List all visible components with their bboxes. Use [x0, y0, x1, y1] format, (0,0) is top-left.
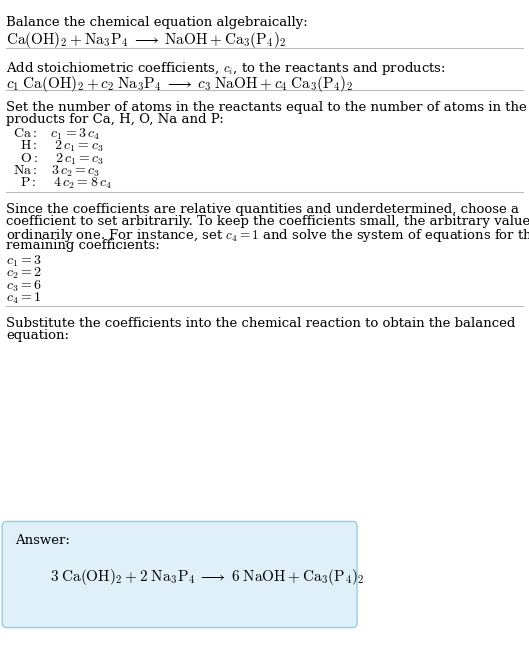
Text: products for Ca, H, O, Na and P:: products for Ca, H, O, Na and P:	[6, 113, 224, 126]
Text: $\mathrm{O:}\;\quad 2\,c_1 = c_3$: $\mathrm{O:}\;\quad 2\,c_1 = c_3$	[20, 151, 104, 167]
Text: Since the coefficients are relative quantities and underdetermined, choose a: Since the coefficients are relative quan…	[6, 203, 519, 215]
Text: $\mathrm{H:}\;\quad 2\,c_1 = c_3$: $\mathrm{H:}\;\quad 2\,c_1 = c_3$	[20, 139, 104, 155]
Text: coefficient to set arbitrarily. To keep the coefficients small, the arbitrary va: coefficient to set arbitrarily. To keep …	[6, 215, 529, 228]
FancyBboxPatch shape	[2, 521, 357, 628]
Text: $\mathrm{Ca(OH)_2 + Na_3P_4 \;\longrightarrow\; NaOH + Ca_3(P_4)_2}$: $\mathrm{Ca(OH)_2 + Na_3P_4 \;\longright…	[6, 30, 287, 50]
Text: $3\;\mathrm{Ca(OH)_2} + 2\;\mathrm{Na_3P_4} \;\longrightarrow\; 6\;\mathrm{NaOH}: $3\;\mathrm{Ca(OH)_2} + 2\;\mathrm{Na_3P…	[50, 567, 365, 587]
Text: $c_1\;\mathrm{Ca(OH)_2} + c_2\;\mathrm{Na_3P_4} \;\longrightarrow\; c_3\;\mathrm: $c_1\;\mathrm{Ca(OH)_2} + c_2\;\mathrm{N…	[6, 74, 353, 94]
Text: Substitute the coefficients into the chemical reaction to obtain the balanced: Substitute the coefficients into the che…	[6, 317, 516, 330]
Text: Set the number of atoms in the reactants equal to the number of atoms in the: Set the number of atoms in the reactants…	[6, 101, 527, 114]
Text: equation:: equation:	[6, 329, 69, 342]
Text: $\mathrm{Na:}\quad 3\,c_2 = c_3$: $\mathrm{Na:}\quad 3\,c_2 = c_3$	[13, 164, 101, 179]
Text: $c_4 = 1$: $c_4 = 1$	[6, 291, 42, 306]
Text: ordinarily one. For instance, set $c_4 = 1$ and solve the system of equations fo: ordinarily one. For instance, set $c_4 =…	[6, 227, 529, 244]
Text: remaining coefficients:: remaining coefficients:	[6, 239, 160, 252]
Text: $c_2 = 2$: $c_2 = 2$	[6, 266, 42, 281]
Text: Balance the chemical equation algebraically:: Balance the chemical equation algebraica…	[6, 16, 308, 29]
Text: $c_3 = 6$: $c_3 = 6$	[6, 278, 42, 294]
Text: $c_1 = 3$: $c_1 = 3$	[6, 254, 42, 269]
Text: Answer:: Answer:	[15, 534, 70, 547]
Text: Add stoichiometric coefficients, $c_i$, to the reactants and products:: Add stoichiometric coefficients, $c_i$, …	[6, 60, 446, 76]
Text: $\mathrm{P:}\;\quad 4\,c_2 = 8\,c_4$: $\mathrm{P:}\;\quad 4\,c_2 = 8\,c_4$	[20, 176, 112, 192]
Text: $\mathrm{Ca:}\quad c_1 = 3\,c_4$: $\mathrm{Ca:}\quad c_1 = 3\,c_4$	[13, 127, 100, 142]
